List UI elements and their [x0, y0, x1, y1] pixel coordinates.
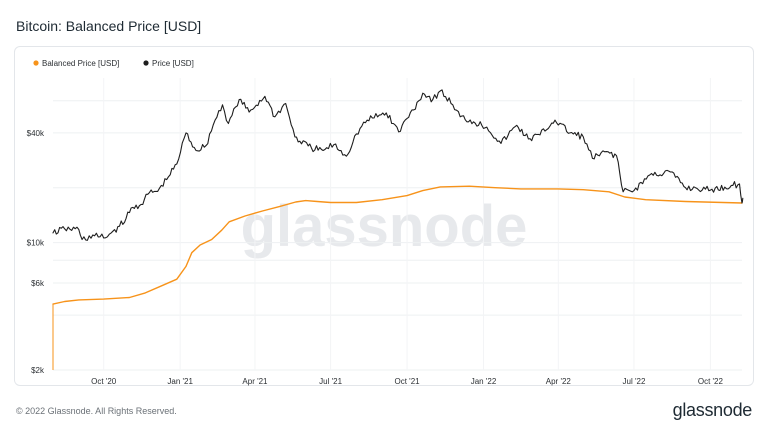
x-axis-ticks: Oct '20 Jan '21 Apr '21 Jul '21 Oct '21 Jan '… [91, 377, 723, 386]
chart-series [52, 89, 744, 370]
footer-copyright: © 2022 Glassnode. All Rights Reserved. [16, 406, 177, 416]
legend-marker [33, 60, 39, 66]
x-tick-label: Jan '22 [471, 377, 497, 386]
y-tick-label: $40k [27, 129, 45, 138]
x-tick-label: Oct '20 [91, 377, 117, 386]
legend-label: Balanced Price [USD] [42, 59, 119, 68]
footer-logo[interactable]: glassnode [672, 400, 753, 420]
y-axis-ticks: $2k $6k $10k $40k [27, 129, 45, 375]
watermark-text: glassnode [241, 194, 528, 259]
series-line-balanced-price [52, 185, 743, 305]
chart-legend[interactable]: Balanced Price [USD] Price [USD] [33, 59, 194, 68]
x-tick-label: Oct '22 [698, 377, 724, 386]
y-tick-label: $2k [31, 366, 45, 375]
y-tick-label: $6k [31, 279, 45, 288]
x-tick-label: Jan '21 [167, 377, 193, 386]
page-title: Bitcoin: Balanced Price [USD] [16, 18, 202, 34]
x-tick-label: Jul '22 [623, 377, 646, 386]
chart-card [14, 46, 754, 386]
legend-marker [143, 60, 149, 66]
x-tick-label: Jul '21 [319, 377, 342, 386]
x-tick-label: Oct '21 [395, 377, 421, 386]
series-line-price [52, 89, 744, 241]
y-tick-label: $10k [27, 239, 45, 248]
legend-label: Price [USD] [152, 59, 194, 68]
x-tick-label: Apr '22 [546, 377, 572, 386]
x-tick-label: Apr '21 [242, 377, 268, 386]
